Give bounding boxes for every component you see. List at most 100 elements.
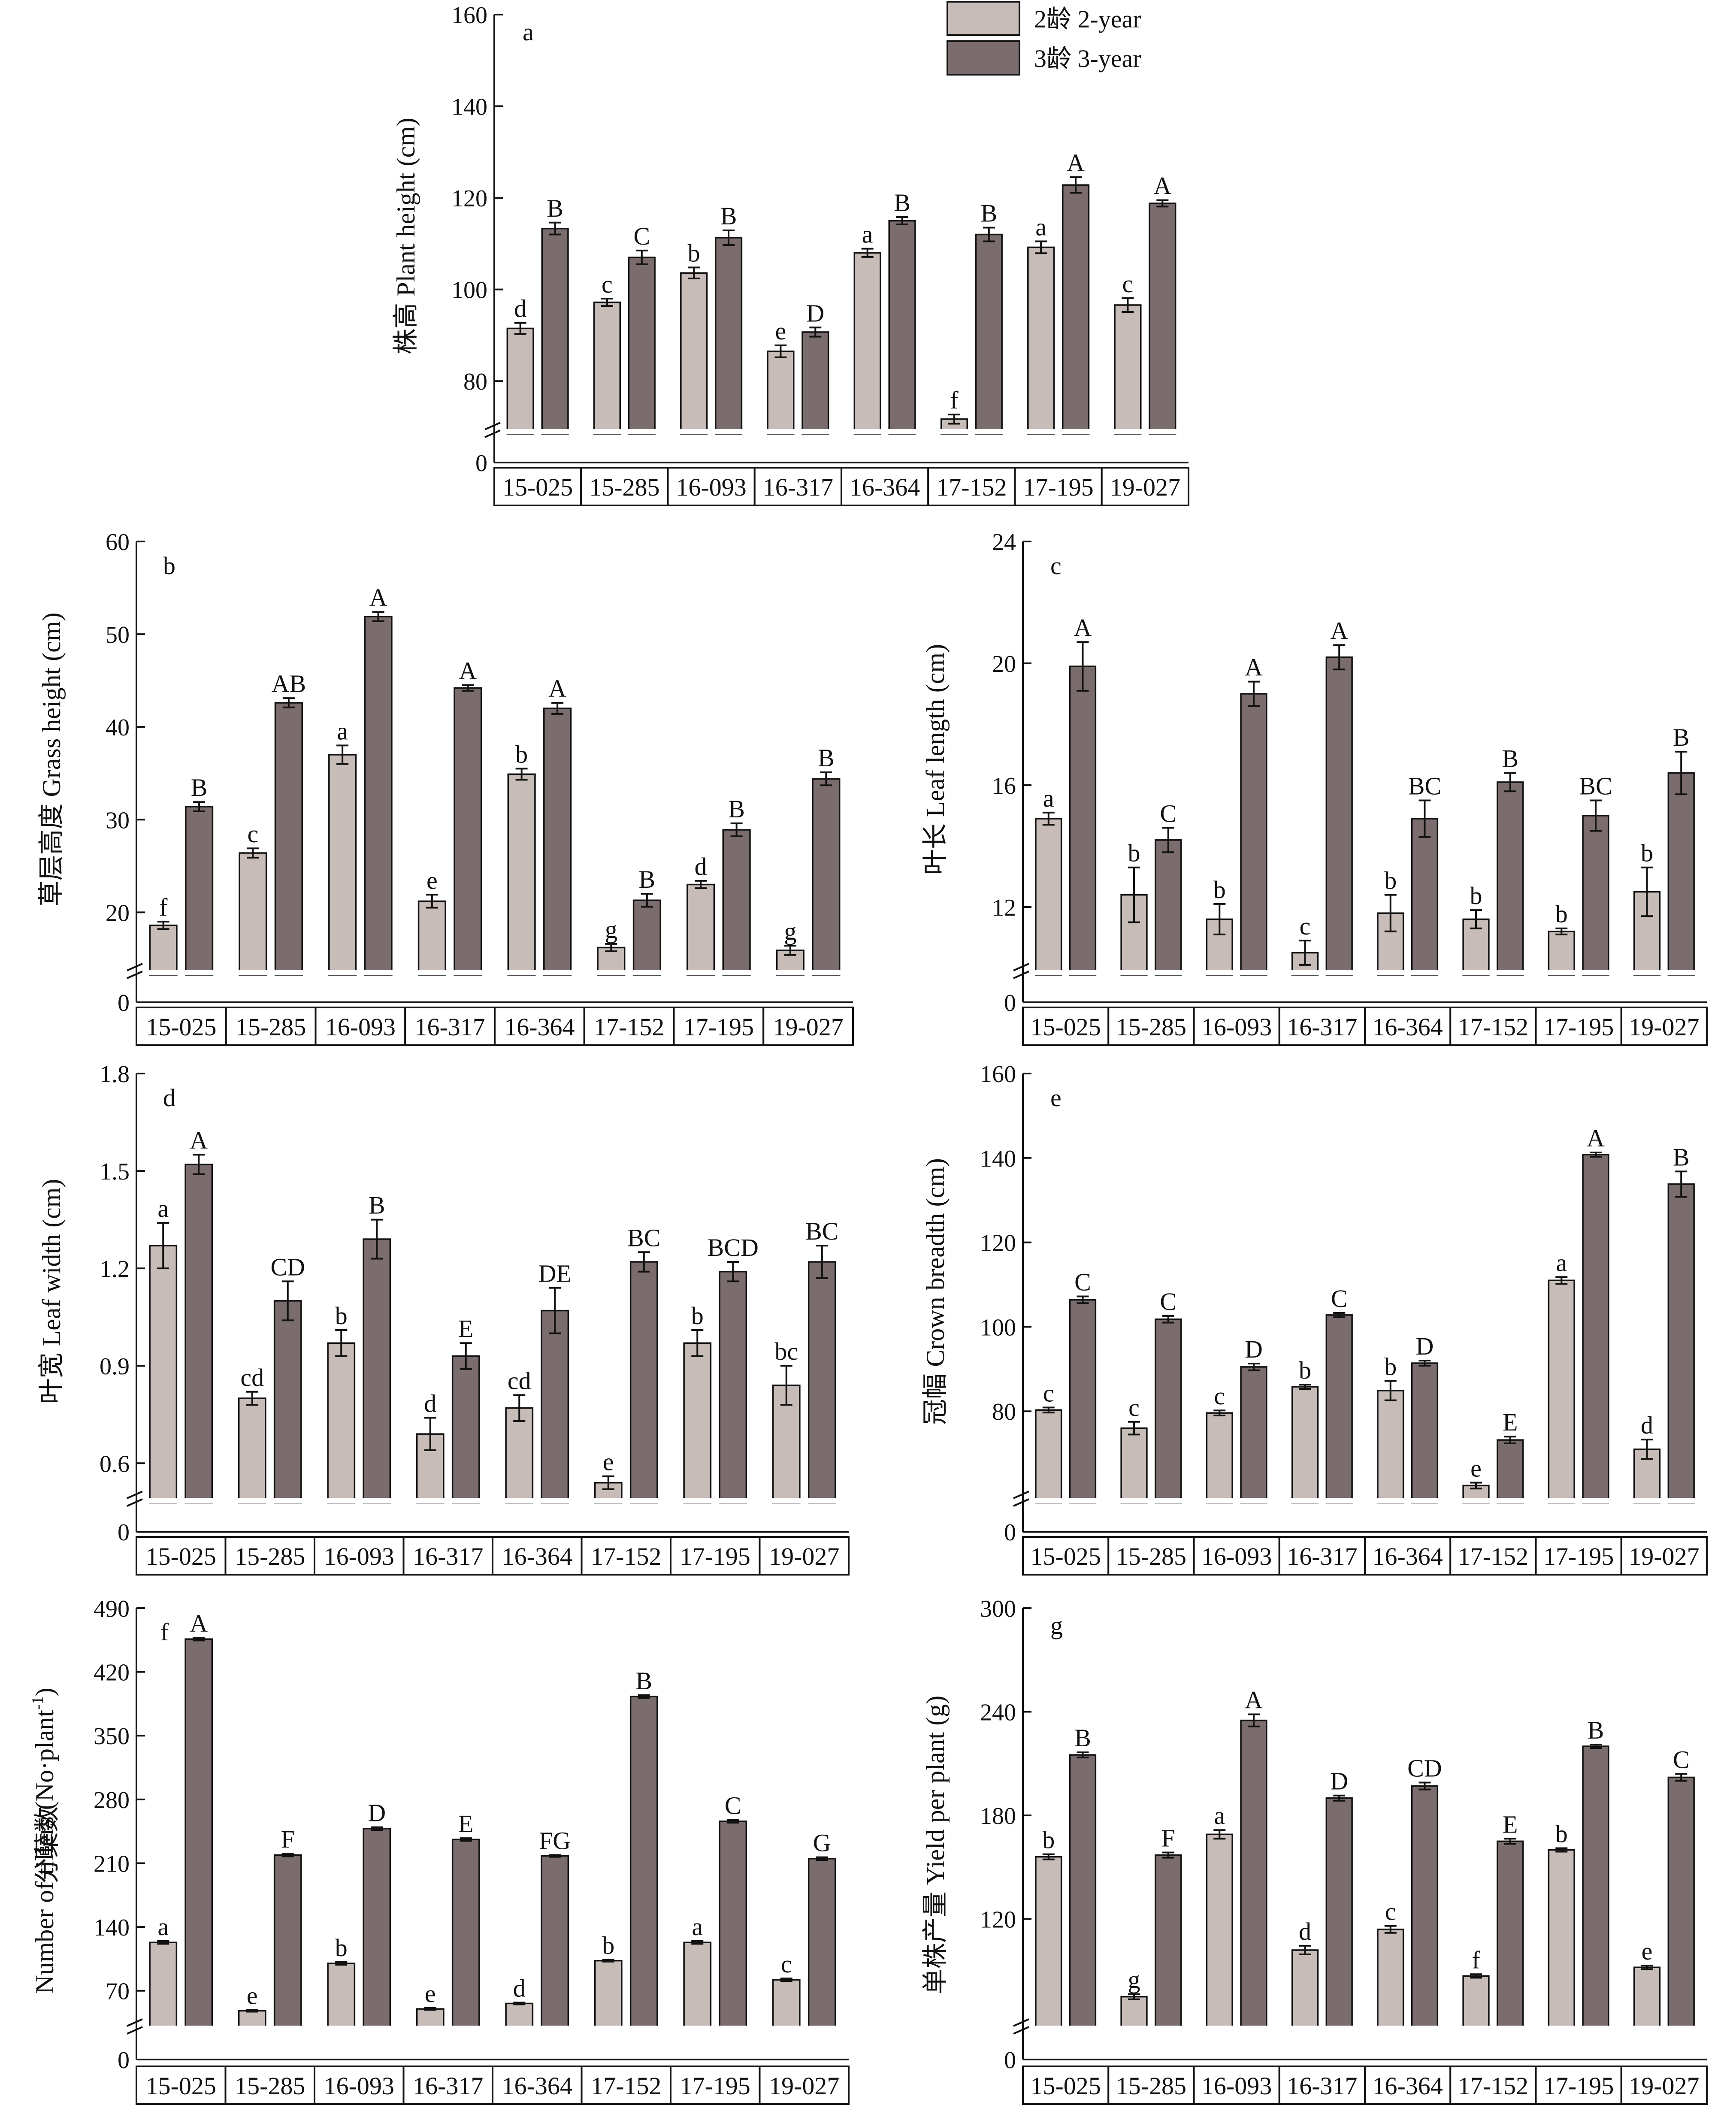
panel-d-bars: a cd b d cd e b bc A CD B E DE BC BCD BC xyxy=(129,1126,849,1503)
panel-a-significance-letter: A xyxy=(1153,172,1171,200)
panel-b-significance-letter: e xyxy=(426,866,438,894)
panel-a-significance-letter: b xyxy=(688,239,700,267)
panel-e-ytick-label: 160 xyxy=(980,1061,1016,1088)
panel-a-bar-2year-16-093 xyxy=(680,272,708,435)
panel-g-significance-letter: b xyxy=(1555,1820,1568,1848)
panel-c-category-label: 16-364 xyxy=(1372,1013,1443,1041)
panel-e-significance-letter: D xyxy=(1416,1332,1434,1360)
panel-f-yaxis: 70 140 210 280 350 420 490 0 xyxy=(94,1596,145,2074)
panel-g-axis-break-band xyxy=(1015,2026,1707,2031)
panel-d-significance-letter: DE xyxy=(538,1260,572,1288)
panel-c-bar-3year-15-285 xyxy=(1155,839,1182,976)
panel-b-bar-2year-17-195 xyxy=(687,883,715,976)
panel-f-significance-letter: C xyxy=(725,1792,741,1820)
legend-label-3-year: 3龄 3-year xyxy=(1034,45,1141,73)
panel-c-bar-3year-17-195 xyxy=(1582,815,1609,976)
panel-e-bar-2year-15-025 xyxy=(1035,1409,1062,1503)
panel-d-ytick-label-zero: 0 xyxy=(118,1519,130,1546)
panel-e-category-box xyxy=(1449,1536,1537,1576)
panel-c-bars: a b b c b b b b A C A A BC B BC B xyxy=(1015,614,1707,976)
panel-d-category-label: 17-195 xyxy=(680,1542,750,1570)
panel-b-ytick-label: 60 xyxy=(106,529,130,556)
panel-f-ylabel-en: Number of tillers (No·plant-1) xyxy=(29,1688,59,1993)
panel-a-axis-break-mark xyxy=(484,422,501,430)
panel-c-category-label: 15-025 xyxy=(1030,1013,1101,1041)
panel-e-ylabel: 冠幅 Crown breadth (cm) xyxy=(921,1158,950,1425)
panel-d-category-label: 19-027 xyxy=(769,1542,839,1570)
panel-c-bar-3year-19-027 xyxy=(1667,772,1695,976)
panel-a-significance-letter: f xyxy=(950,386,959,414)
panel-d-category-label: 15-025 xyxy=(146,1542,216,1570)
panel-f-significance-letter: B xyxy=(635,1667,652,1695)
panel-e-bar-2year-15-285 xyxy=(1120,1427,1148,1503)
panel-g-category-box xyxy=(1364,2066,1452,2105)
panel-e-category-box xyxy=(1620,1536,1708,1576)
panel-f-category-box xyxy=(314,2066,405,2105)
panel-a-significance-letter: a xyxy=(862,221,873,248)
panel-c-axis-break-band xyxy=(1015,970,1707,975)
panel-c-significance-letter: b xyxy=(1555,900,1568,928)
panel-b-significance-letter: g xyxy=(605,916,617,944)
panel-e-letter: e xyxy=(1050,1084,1062,1112)
panel-c-letter: c xyxy=(1050,552,1062,580)
panel-b-category-label: 16-093 xyxy=(325,1013,396,1041)
panel-d-ylabel: 叶宽 Leaf width (cm) xyxy=(37,1179,66,1404)
panel-d-category-box xyxy=(581,1536,671,1576)
panel-e-category-label: 17-152 xyxy=(1458,1542,1528,1570)
panel-f-significance-letter: e xyxy=(425,1980,436,2008)
panel-f-bar-3year-15-025 xyxy=(184,1638,213,2031)
panel-d-bar-3year-16-364 xyxy=(541,1310,569,1503)
panel-f-bar-3year-15-285 xyxy=(273,1854,302,2031)
panel-g-bar-2year-16-093 xyxy=(1206,1833,1233,2031)
panel-f-category-label: 17-195 xyxy=(680,2072,750,2100)
panel-a-yaxis: 80 100 120 140 160 0 xyxy=(451,2,503,477)
panel-a-category-label: 17-152 xyxy=(936,473,1007,501)
panel-c-significance-letter: A xyxy=(1074,614,1092,641)
panel-d-significance-letter: b xyxy=(335,1302,348,1330)
panel-d-significance-letter: cd xyxy=(508,1367,531,1394)
panel-f-bar-3year-16-093 xyxy=(363,1828,391,2031)
panel-b-bar-3year-16-093 xyxy=(364,616,393,976)
panel-a-category-label: 19-027 xyxy=(1110,473,1180,501)
panel-b-category-box xyxy=(494,1007,585,1046)
panel-f-bar-3year-17-195 xyxy=(719,1821,747,2031)
panel-f-axis-break-band xyxy=(129,2026,849,2031)
panel-e-ytick-label: 100 xyxy=(980,1314,1016,1341)
panel-g-category-box xyxy=(1193,2066,1280,2105)
panel-b-bar-2year-16-364 xyxy=(507,773,536,976)
panel-g-bar-2year-15-025 xyxy=(1035,1856,1062,2031)
panel-c-bar-3year-15-025 xyxy=(1069,665,1097,976)
panel-b-bar-3year-19-027 xyxy=(812,778,841,976)
panel-f-ytick-label: 70 xyxy=(106,1978,130,2005)
panel-a-bar-3year-15-025 xyxy=(541,227,569,435)
panel-d-axis-break-mark xyxy=(127,1498,143,1507)
panel-e-bar-2year-16-317 xyxy=(1291,1386,1319,1503)
panel-d-bar-2year-15-285 xyxy=(238,1397,266,1503)
panel-g-ytick-label: 240 xyxy=(980,1700,1016,1726)
panel-g-significance-letter: g xyxy=(1128,1966,1140,1994)
panel-f-bars: a e b e d b a c A F D E FG B C G xyxy=(129,1609,849,2031)
panel-f-ytick-label-zero: 0 xyxy=(118,2047,130,2074)
panel-e-category-label: 17-195 xyxy=(1543,1542,1614,1570)
panel-a-ytick-label: 160 xyxy=(451,2,487,29)
panel-b-category-label: 16-317 xyxy=(414,1013,485,1041)
panel-f-bar-3year-19-027 xyxy=(808,1858,836,2031)
panel-g-bar-3year-16-093 xyxy=(1240,1719,1267,2031)
panel-g-significance-letter: B xyxy=(1588,1716,1604,1744)
panel-a-xaxis: 15-025 15-285 16-093 16-317 16-364 17-152 17-1… xyxy=(493,462,1189,506)
panel-b-category-box xyxy=(673,1007,765,1046)
panel-d-bar-3year-17-152 xyxy=(629,1261,658,1503)
panel-a-significance-letter: C xyxy=(633,222,650,250)
legend: 2龄 2-year 3龄 3-year xyxy=(947,1,1141,76)
panel-d-ytick-label: 0.9 xyxy=(100,1353,130,1380)
panel-f-significance-letter: D xyxy=(368,1799,386,1827)
panel-d-axis-break-mark xyxy=(127,1491,143,1499)
panel-b-ytick-label: 30 xyxy=(106,807,130,834)
panel-g-ytick-label: 180 xyxy=(980,1803,1016,1830)
panel-g-ytick-label: 120 xyxy=(980,1907,1016,1933)
panel-f-xaxis: 15-025 15-285 16-093 16-317 16-364 17-152 17-1… xyxy=(136,2059,850,2105)
panel-a-significance-letter: D xyxy=(806,299,824,327)
panel-d-significance-letter: E xyxy=(458,1315,473,1343)
panel-f-category-box xyxy=(670,2066,761,2105)
